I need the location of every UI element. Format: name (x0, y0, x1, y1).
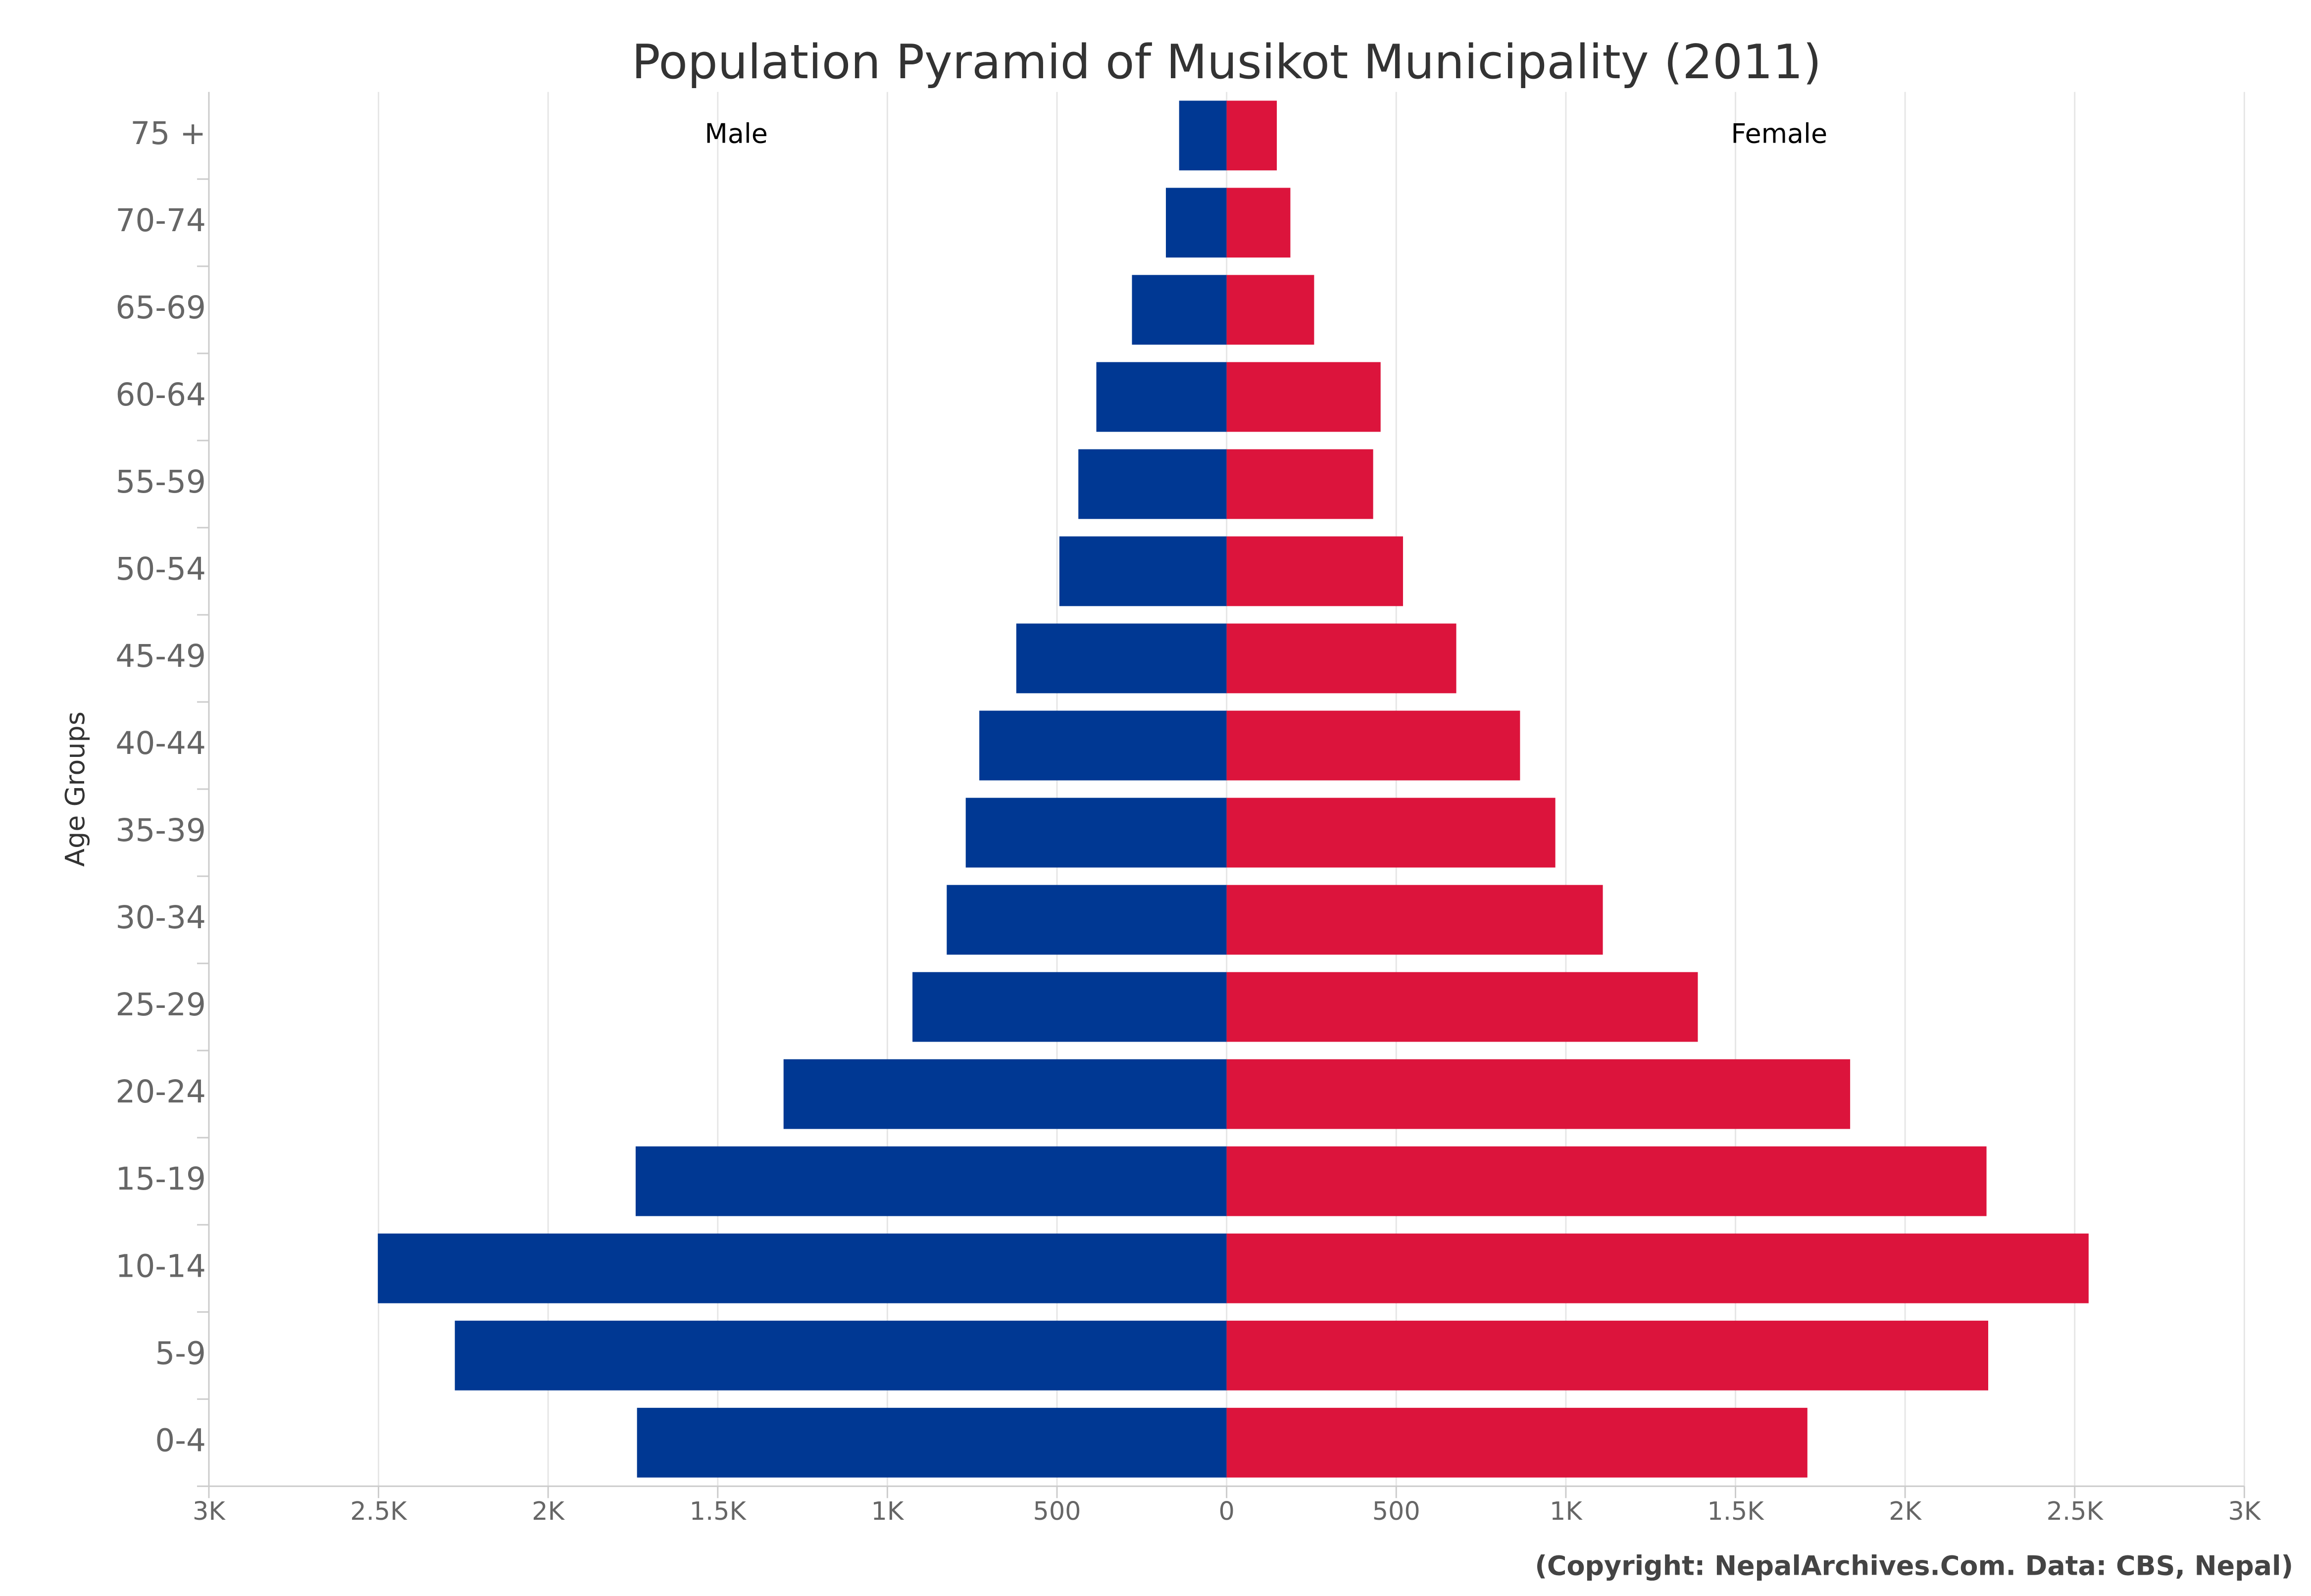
y-tick-label: 60-64 (115, 377, 206, 413)
credit: (Copyright: NepalArchives.Com. Data: CBS… (1535, 1550, 2293, 1582)
x-tick-label: 500 (1033, 1497, 1081, 1526)
y-tick-label: 5-9 (155, 1335, 206, 1371)
chart-title: Population Pyramid of Musikot Municipali… (632, 34, 1821, 90)
bar (1226, 1233, 2089, 1303)
y-tick-label: 15-19 (115, 1161, 206, 1197)
bar (378, 1233, 1227, 1303)
x-tick-label: 1.5K (1707, 1497, 1764, 1526)
bar (1226, 536, 1403, 606)
bar (1226, 798, 1556, 868)
y-tick-label: 25-29 (115, 987, 206, 1023)
x-tick-label: 3K (2228, 1497, 2261, 1526)
bar (454, 1320, 1227, 1391)
bar (1078, 449, 1227, 519)
x-tick-label: 1K (871, 1497, 904, 1526)
y-tick-label: 30-34 (115, 899, 206, 936)
x-tick-label: 1.5K (690, 1497, 747, 1526)
bar (1226, 1320, 1988, 1391)
bar (1016, 623, 1227, 694)
bar (1226, 100, 1277, 171)
x-tick-label: 1K (1550, 1497, 1583, 1526)
series-label: Male (704, 118, 768, 149)
y-tick-label: 75 + (130, 115, 206, 151)
bar (979, 710, 1227, 781)
y-tick-label: 65-69 (115, 290, 206, 326)
bar (1226, 362, 1381, 432)
bar (1226, 1146, 1987, 1216)
x-tick-label: 2.5K (2047, 1497, 2104, 1526)
series-label: Female (1731, 118, 1827, 149)
y-tick-label: 70-74 (115, 202, 206, 239)
bar (1059, 536, 1227, 606)
bar (1096, 362, 1227, 432)
bar (1179, 100, 1227, 171)
x-tick-label: 0 (1218, 1497, 1234, 1526)
y-tick-label: 50-54 (115, 551, 206, 587)
bar (1226, 710, 1520, 781)
y-tick-label: 45-49 (115, 638, 206, 674)
bar (783, 1059, 1227, 1129)
bar (965, 798, 1227, 868)
y-axis-title: Age Groups (59, 711, 91, 867)
y-tick-label: 40-44 (115, 725, 206, 761)
x-tick-label: 2K (1889, 1497, 1922, 1526)
bar (1226, 1407, 1808, 1478)
x-tick-label: 2K (532, 1497, 565, 1526)
x-tick-label: 3K (193, 1497, 226, 1526)
y-tick-label: 55-59 (115, 464, 206, 500)
bar (1226, 449, 1373, 519)
bar (947, 885, 1227, 955)
y-tick-label: 10-14 (115, 1248, 206, 1284)
x-tick-label: 2.5K (350, 1497, 407, 1526)
x-tick-label: 500 (1372, 1497, 1420, 1526)
bar (1226, 1059, 1851, 1129)
y-tick-label: 0-4 (155, 1422, 206, 1458)
bar (637, 1407, 1227, 1478)
bar (1226, 188, 1291, 258)
y-tick-label: 20-24 (115, 1074, 206, 1110)
bar (1226, 885, 1603, 955)
bar (1132, 275, 1227, 345)
y-tick-label: 35-39 (115, 812, 206, 848)
bar (1226, 972, 1698, 1042)
bar (1165, 188, 1227, 258)
bar (912, 972, 1227, 1042)
bar (1226, 275, 1314, 345)
bar (1226, 623, 1457, 694)
bar (635, 1146, 1227, 1216)
